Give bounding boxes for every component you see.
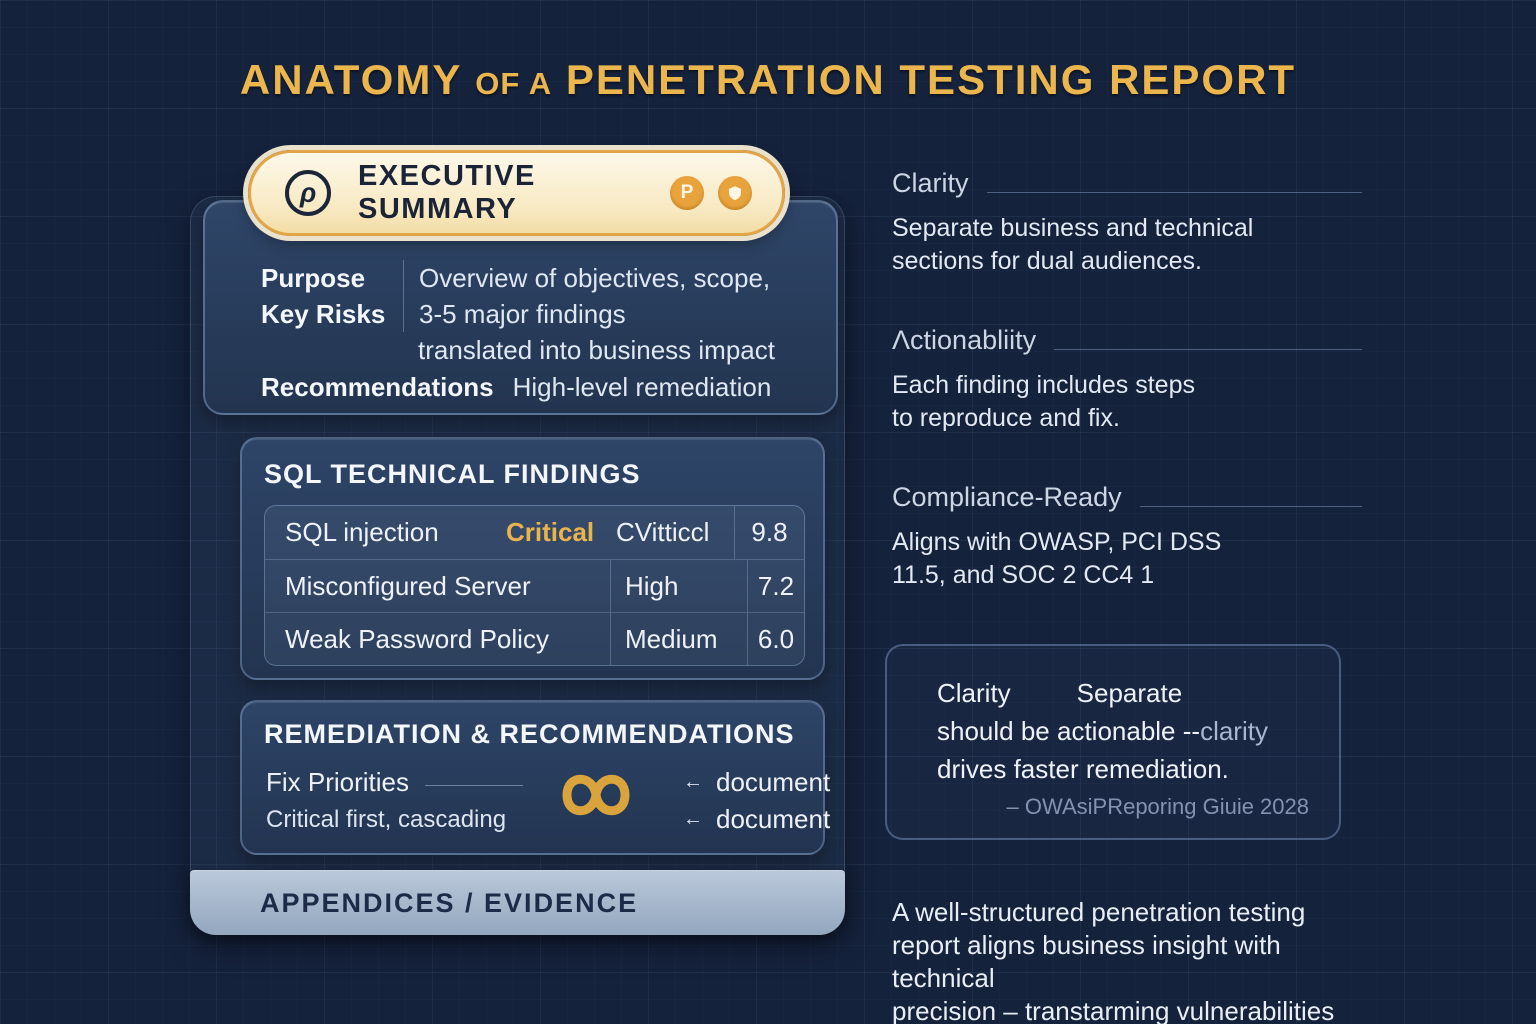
quote-text: Separate (1076, 678, 1183, 708)
finding-severity: High (610, 560, 747, 612)
appendices-footer: APPENDICES / EVIDENCE (190, 870, 845, 935)
appendices-label: APPENDICES / EVIDENCE (260, 887, 639, 918)
remediation-body: Fix Priorities Critical first, cascading… (264, 760, 830, 841)
page-title: ANATOMY OF A PENETRATION TESTING REPORT (0, 56, 1536, 104)
finding-severity: Critical (506, 517, 595, 547)
document-label: document (716, 803, 831, 834)
finding-score: 9.8 (734, 506, 804, 559)
heading-underline (1139, 506, 1362, 507)
quote-line-3: drives faster remediation. (937, 754, 1229, 784)
technical-findings-card: SQL TECHNICAL FINDINGS SQL injection Cri… (240, 437, 825, 680)
exec-row-continuation: translated into business impact (261, 332, 816, 368)
remediation-heading: REMEDIATION & RECOMMENDATIONS (264, 719, 795, 749)
key-qualities-column: Clarity Separate business and technical … (885, 168, 1362, 1024)
findings-table: SQL injection Critical CVitticcl 9.8 Mis… (264, 505, 805, 666)
exec-label: Key Risks (261, 299, 386, 329)
quote-line-2: should be actionable --clarity (937, 712, 1309, 750)
exec-row-key-risks: Key Risks 3-5 major findings (261, 296, 816, 332)
finding-score: 7.2 (747, 560, 804, 612)
finding-name: SQL injection (285, 517, 439, 547)
exec-label (261, 332, 403, 368)
quote-text: Clarity (937, 678, 1011, 708)
finding-severity: Medium (610, 613, 747, 665)
document-item: ← document (683, 764, 830, 801)
finding-extra: CVitticcl (616, 517, 710, 547)
remediation-card: REMEDIATION & RECOMMENDATIONS Fix Priori… (240, 700, 830, 855)
finding-row: Misconfigured Server High 7.2 (265, 559, 804, 612)
quote-card: Clarity Separate should be actionable --c… (885, 644, 1341, 840)
executive-summary-title: EXECUTIVE SUMMARY (358, 160, 536, 225)
heading-underline (986, 192, 1362, 193)
exec-label: Recommendations (261, 372, 494, 402)
quote-attribution: – OWAsiPReporing Giuie 2028 (1006, 794, 1309, 819)
finding-name: Misconfigured Server (285, 570, 531, 601)
quote-text-dim: clarity (1200, 716, 1268, 746)
document-item: ← document (683, 801, 830, 838)
section-heading: Clarity (892, 168, 969, 198)
finding-row: Weak Password Policy Medium 6.0 (265, 612, 804, 665)
exec-row-recommendations: Recommendations High-level remediation (261, 369, 816, 405)
quote-text: should be actionable -- (937, 716, 1201, 746)
document-label: document (716, 766, 831, 797)
section-clarity: Clarity Separate business and technical … (892, 168, 1362, 278)
fix-priorities-label: Fix Priorities (266, 767, 410, 797)
rho-circle-icon: ρ (285, 170, 331, 216)
section-heading: Compliance-Ready (892, 482, 1122, 512)
section-actionability: Λctionabliity Each finding includes step… (892, 325, 1362, 435)
infinity-icon (535, 754, 657, 841)
title-word-report: PENETRATION TESTING REPORT (565, 56, 1297, 103)
shield-badge-icon (718, 176, 752, 210)
heading-underline (1054, 349, 1362, 350)
exec-label: Purpose (261, 263, 366, 293)
section-body: Separate business and technical sections… (892, 214, 1254, 275)
fix-priorities-sub: Critical first, cascading (266, 806, 507, 833)
section-body: Each finding includes steps to reproduce… (892, 371, 1195, 432)
section-body: Aligns with OWASP, PCI DSS 11.5, and SOC… (892, 528, 1222, 589)
exec-value: High-level remediation (512, 372, 772, 402)
exec-value: 3-5 major findings (403, 296, 626, 332)
finding-score: 6.0 (747, 613, 804, 665)
fix-priorities-block: Fix Priorities Critical first, cascading (266, 767, 531, 834)
left-arrow-icon: ← (683, 807, 703, 830)
title-word-of-a: OF A (475, 66, 553, 101)
finding-name: Weak Password Policy (285, 623, 549, 654)
pill-badges: P (670, 176, 752, 210)
section-compliance: Compliance-Ready Aligns with OWASP, PCI … (892, 482, 1362, 592)
section-heading: Λctionabliity (892, 325, 1037, 355)
left-arrow-icon: ← (683, 770, 703, 793)
p-badge-icon: P (670, 176, 704, 210)
finding-row: SQL injection Critical CVitticcl 9.8 (265, 506, 804, 559)
exec-row-purpose: Purpose Overview of objectives, scope, (261, 260, 816, 296)
technical-findings-heading: SQL TECHNICAL FINDINGS (264, 459, 641, 489)
quote-line-1: Clarity Separate (937, 674, 1309, 712)
dash-line (425, 785, 523, 786)
exec-value: translated into business impact (418, 335, 775, 365)
executive-summary-header-pill: ρ EXECUTIVE SUMMARY P (248, 150, 785, 236)
closing-paragraph: A well-structured penetration testing re… (892, 897, 1335, 1024)
exec-value: Overview of objectives, scope, (403, 260, 770, 296)
title-word-anatomy: ANATOMY (239, 56, 462, 103)
document-list: ← document ← document (683, 764, 830, 838)
